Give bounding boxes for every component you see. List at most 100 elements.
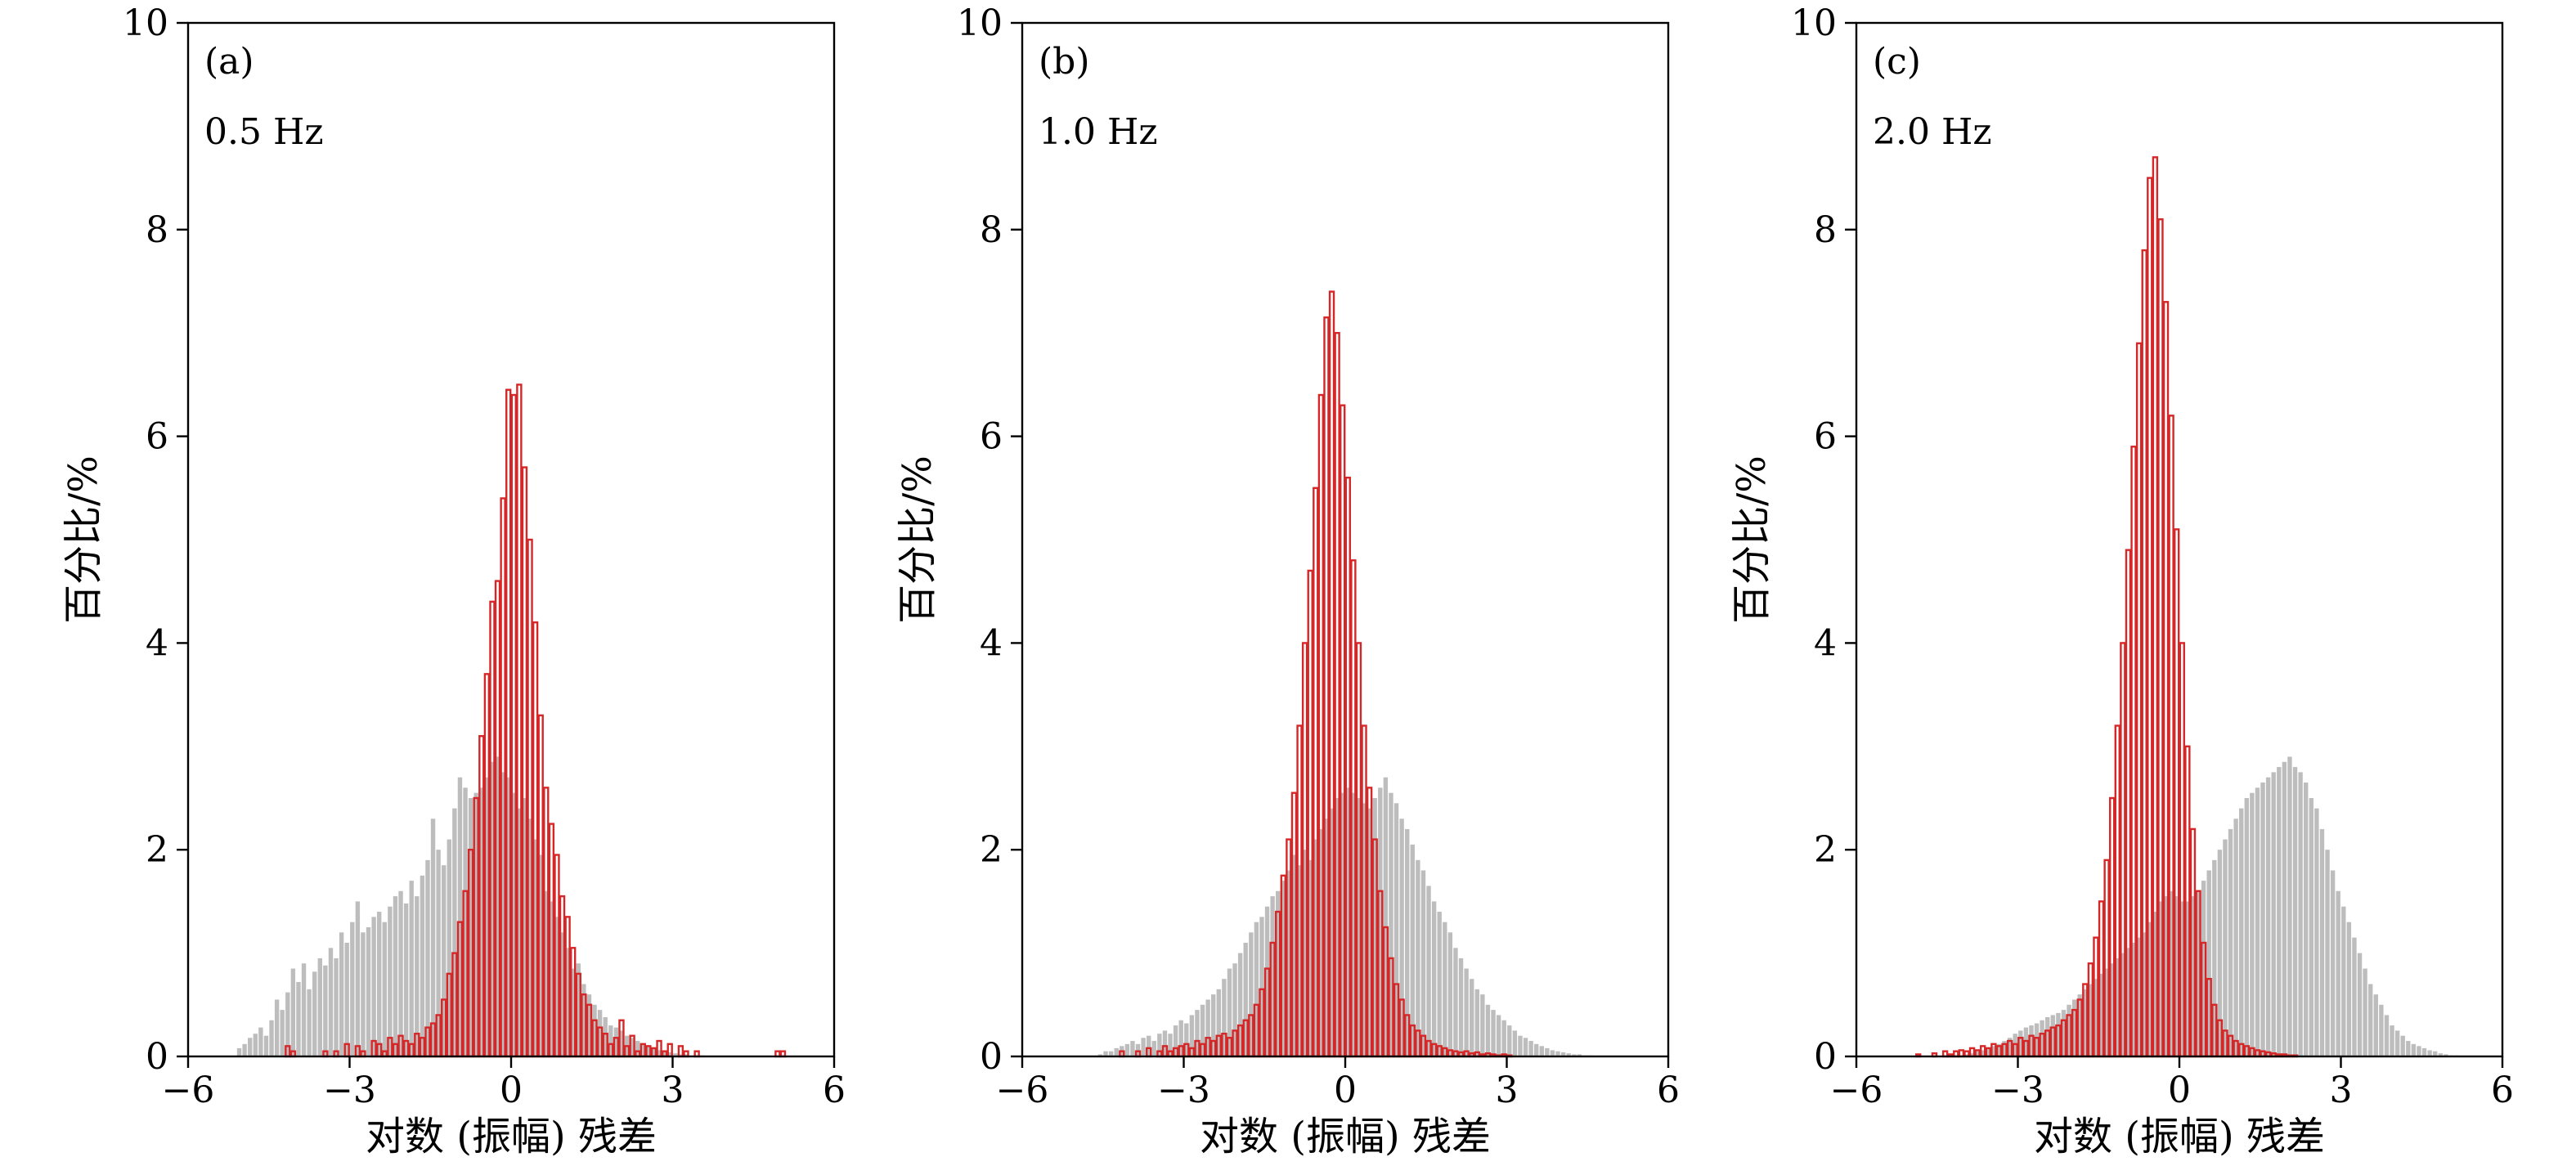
histogram-bar [1097,1054,1103,1056]
histogram-bar [2007,1038,2013,1056]
y-tick-label: 6 [146,416,168,458]
histogram-bar [1291,854,1297,1056]
histogram-bar [2002,1041,2007,1056]
x-tick-label: 6 [1657,1070,1680,1111]
histogram-bar [1264,906,1270,1056]
histogram-bar [1975,1051,1980,1056]
histogram-bar [1528,1041,1533,1056]
histogram-bar [1345,787,1350,1056]
histogram-bar [592,1004,597,1056]
gray-histogram-series [1097,777,1593,1056]
histogram-bar [2023,1027,2029,1056]
y-tick-label: 10 [957,2,1003,44]
histogram-bar [511,792,516,1056]
histogram-bar [2067,1004,2071,1056]
histogram-bar [1555,1051,1560,1056]
histogram-bar [1135,1043,1141,1056]
histogram-bar [463,787,468,1056]
histogram-bar [1416,859,1420,1056]
histogram-bar [442,865,447,1056]
histogram-bar [2223,839,2228,1056]
y-tick-label: 10 [1791,2,1837,44]
histogram-bar [506,777,511,1056]
histogram-bar [1437,912,1442,1056]
histogram-bar [355,901,361,1056]
histogram-bar [290,968,296,1056]
histogram-bar [2163,896,2169,1056]
histogram-bar [2120,953,2125,1056]
histogram-bar [1523,1038,1528,1056]
histogram-bar [1410,844,1415,1056]
y-tick-label: 0 [146,1036,168,1078]
x-tick-label: −6 [1830,1070,1883,1111]
histogram-bar [403,903,409,1056]
histogram-bar [2088,984,2094,1056]
histogram-bar [452,808,457,1056]
histogram-bar [635,1041,640,1056]
histogram-bar [554,917,559,1056]
histogram-bar [393,896,398,1056]
histogram-bar [2104,968,2109,1056]
histogram-bar [2185,901,2190,1056]
histogram-bar [2050,1015,2055,1056]
histogram-bar [388,906,393,1056]
histogram-bar [339,932,344,1056]
histogram-bar [1545,1047,1550,1056]
histogram-bar [2250,792,2255,1056]
y-tick-label: 8 [980,209,1003,251]
histogram-bar [1426,886,1431,1056]
histogram-bar [468,798,473,1056]
histogram-bar [1227,968,1232,1056]
histogram-bar [576,963,581,1056]
histogram-bar [484,777,490,1056]
histogram-bar [2045,1016,2050,1056]
histogram-bar [1216,989,1221,1056]
histogram-bar [2040,1020,2044,1056]
histogram-bar [1383,777,1389,1056]
histogram-bar [2013,1034,2017,1056]
histogram-bar [1151,1041,1156,1056]
histogram-bar [603,1016,608,1056]
histogram-bar [2368,984,2373,1056]
histogram-bar [2061,1010,2067,1056]
histogram-bar [2034,1023,2040,1056]
histogram-bar [285,992,290,1056]
y-tick-label: 2 [1814,829,1837,871]
histogram-bar [662,1051,667,1056]
histogram-bar [2417,1046,2421,1056]
histogram-bar [307,989,312,1056]
histogram-bar [2244,798,2249,1056]
x-tick-label: −3 [1991,1070,2044,1111]
frequency-annotation: 0.5 Hz [204,111,324,153]
x-axis-label: 对数 (振幅) 残差 [1200,1114,1491,1159]
histogram-bar [317,957,322,1056]
histogram-bar [684,1054,689,1056]
histogram-bar [1991,1046,1996,1056]
histogram-bar [2110,963,2115,1056]
y-tick-label: 4 [1814,622,1837,664]
histogram-bar [1184,1023,1189,1056]
histogram-bar [1491,1010,1496,1056]
histogram-bar [2352,937,2357,1056]
histogram-bar [544,890,549,1056]
histogram-bar [571,968,576,1056]
histogram-bar [420,875,425,1056]
histogram-bar [1147,1035,1151,1056]
panel-label: (a) [204,41,254,83]
histogram-bar [263,1035,269,1056]
histogram-bar [2018,1030,2023,1056]
histogram-bar [2131,942,2136,1056]
histogram-bar [2363,968,2367,1056]
histogram-bar [2196,890,2201,1056]
gray-histogram-series [236,756,705,1056]
frequency-annotation: 1.0 Hz [1039,111,1158,153]
histogram-bar [1453,948,1458,1056]
histogram-bar [1458,957,1464,1056]
histogram-bar [1351,792,1356,1056]
histogram-bar [1318,828,1324,1056]
histogram-bar [242,1043,247,1056]
histogram-bar [2136,937,2142,1056]
x-tick-label: 0 [500,1070,523,1111]
histogram-bar [1297,865,1302,1056]
